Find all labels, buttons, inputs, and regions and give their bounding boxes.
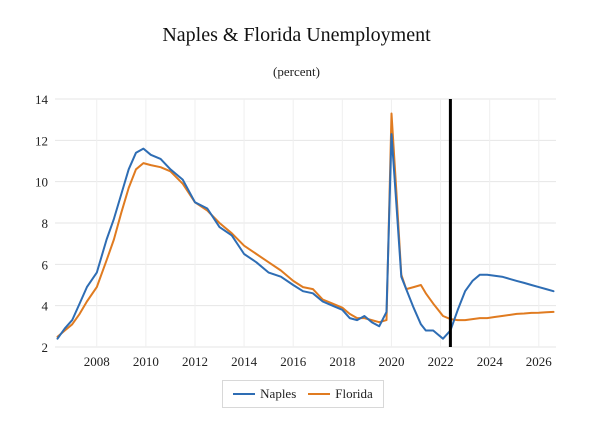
y-tick-label: 6 bbox=[42, 257, 49, 272]
chart-title: Naples & Florida Unemployment bbox=[162, 24, 431, 46]
y-tick-label: 4 bbox=[42, 299, 49, 314]
y-tick-label: 12 bbox=[35, 133, 48, 148]
x-tick-label: 2016 bbox=[280, 354, 307, 369]
legend: Naples Florida bbox=[222, 380, 384, 408]
series-line-florida bbox=[56, 112, 555, 338]
y-tick-label: 8 bbox=[42, 216, 49, 231]
y-tick-label: 10 bbox=[35, 175, 48, 190]
y-tick-label: 2 bbox=[42, 340, 49, 355]
series-line-naples bbox=[56, 133, 555, 340]
x-tick-label: 2026 bbox=[526, 354, 553, 369]
x-tick-label: 2010 bbox=[133, 354, 159, 369]
legend-label-florida: Florida bbox=[335, 386, 373, 401]
x-axis-ticks: 2008 2010 2012 2014 2016 2018 2020 2022 2024 2026 bbox=[84, 354, 553, 369]
y-axis-ticks: 2 4 6 8 10 12 14 bbox=[35, 92, 49, 355]
x-tick-label: 2024 bbox=[477, 354, 504, 369]
legend-label-naples: Naples bbox=[260, 386, 297, 401]
y-tick-label: 14 bbox=[35, 92, 49, 107]
chart-subtitle: (percent) bbox=[273, 64, 320, 79]
legend-item-naples: Naples bbox=[233, 386, 296, 402]
x-tick-label: 2022 bbox=[428, 354, 454, 369]
x-tick-label: 2014 bbox=[231, 354, 258, 369]
legend-item-florida: Florida bbox=[308, 386, 373, 402]
series-lines bbox=[56, 112, 555, 340]
x-tick-label: 2018 bbox=[329, 354, 355, 369]
legend-swatch-florida bbox=[308, 393, 331, 395]
legend-swatch-naples bbox=[233, 393, 256, 395]
x-tick-label: 2008 bbox=[84, 354, 110, 369]
x-tick-label: 2012 bbox=[182, 354, 208, 369]
x-tick-label: 2020 bbox=[378, 354, 404, 369]
gridlines bbox=[55, 98, 556, 348]
